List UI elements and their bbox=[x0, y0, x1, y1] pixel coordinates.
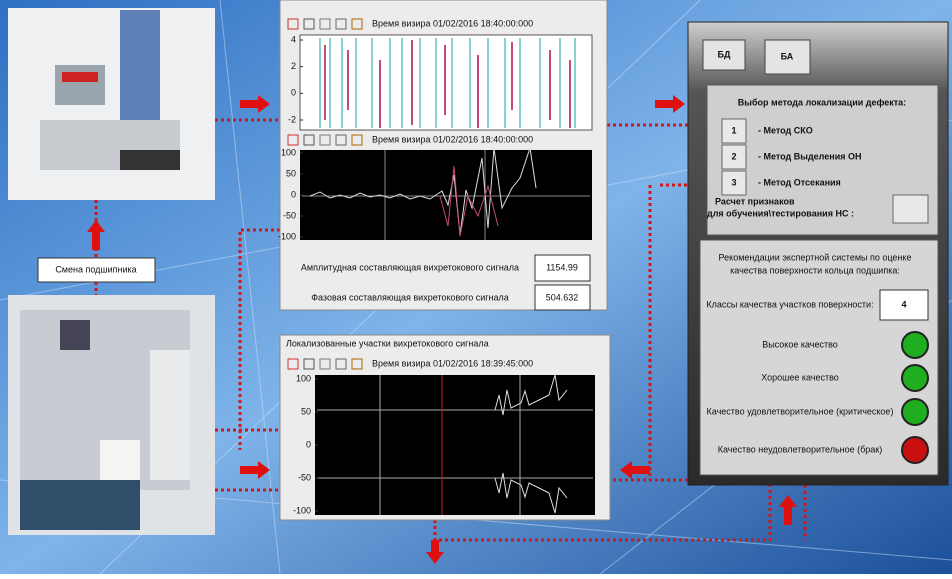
method-label: - Метод Выделения ОН bbox=[758, 151, 862, 161]
training-text: Расчет признаков bbox=[715, 196, 795, 206]
y-tick-label: -100 bbox=[293, 505, 311, 515]
recommendation: качества поверхности кольца подшипка: bbox=[730, 265, 900, 275]
training-button[interactable] bbox=[893, 195, 928, 223]
indicator-lamp bbox=[902, 399, 928, 425]
indicator-label: Качество удовлетворительное (критическое… bbox=[707, 406, 894, 416]
y-tick-label: 0 bbox=[291, 189, 296, 199]
machine-photo-top bbox=[8, 8, 215, 200]
y-tick-label: 50 bbox=[286, 168, 296, 178]
toolbar-time: Время визира 01/02/2016 18:40:00:000 bbox=[372, 134, 533, 144]
y-tick-label: -50 bbox=[283, 210, 296, 220]
plot3-area bbox=[315, 375, 595, 515]
classes-label: Классы качества участков поверхности: bbox=[706, 299, 873, 309]
phase-label: Фазовая составляющая вихретокового сигна… bbox=[311, 292, 509, 302]
plot2-area bbox=[300, 150, 592, 240]
method-button-label: 1 bbox=[731, 125, 736, 135]
y-tick-label: 4 bbox=[291, 34, 296, 44]
y-tick-label: 100 bbox=[281, 147, 296, 157]
y-tick-label: 50 bbox=[301, 406, 311, 416]
method-label: - Метод Отсекания bbox=[758, 177, 841, 187]
machine-photo-bottom bbox=[8, 295, 215, 535]
amplitude-label: Амплитудная составляющая вихретокового с… bbox=[301, 262, 519, 272]
indicator-label: Качество неудовлетворительное (брак) bbox=[718, 444, 883, 454]
method-button-label: 2 bbox=[731, 151, 736, 161]
indicator-lamp bbox=[902, 437, 928, 463]
page: Смена подшипника Амплитудная составляюща… bbox=[0, 0, 952, 579]
method-header: Выбор метода локализации дефекта: bbox=[738, 97, 906, 107]
phase-value: 504.632 bbox=[546, 292, 579, 302]
y-tick-label: -50 bbox=[298, 472, 311, 482]
indicator-lamp bbox=[902, 365, 928, 391]
button-label: БД bbox=[718, 49, 731, 59]
y-tick-label: 0 bbox=[306, 439, 311, 449]
y-tick-label: -2 bbox=[288, 114, 296, 124]
indicator-lamp bbox=[902, 332, 928, 358]
toolbar-time: Время визира 01/02/2016 18:40:00:000 bbox=[372, 18, 533, 28]
y-tick-label: 100 bbox=[296, 373, 311, 383]
screen: Смена подшипника Амплитудная составляюща… bbox=[0, 0, 952, 574]
y-tick-label: -100 bbox=[278, 231, 296, 241]
left-label: Смена подшипника bbox=[55, 264, 136, 274]
method-button-label: 3 bbox=[731, 177, 736, 187]
y-tick-label: 2 bbox=[291, 61, 296, 71]
recommendation: Рекомендации экспертной системы по оценк… bbox=[719, 252, 912, 262]
toolbar-time: Время визира 01/02/2016 18:39:45:000 bbox=[372, 358, 533, 368]
indicator-label: Хорошее качество bbox=[761, 372, 839, 382]
button-label: БА bbox=[781, 51, 794, 61]
classes-value: 4 bbox=[901, 299, 906, 309]
training-text: для обучения\тестирования НС : bbox=[707, 208, 854, 218]
y-tick-label: 0 bbox=[291, 88, 296, 98]
indicator-label: Высокое качество bbox=[762, 339, 838, 349]
bottom-title: Локализованные участки вихретокового сиг… bbox=[286, 338, 489, 348]
amplitude-value: 1154.99 bbox=[546, 262, 578, 272]
method-label: - Метод СКО bbox=[758, 125, 813, 135]
